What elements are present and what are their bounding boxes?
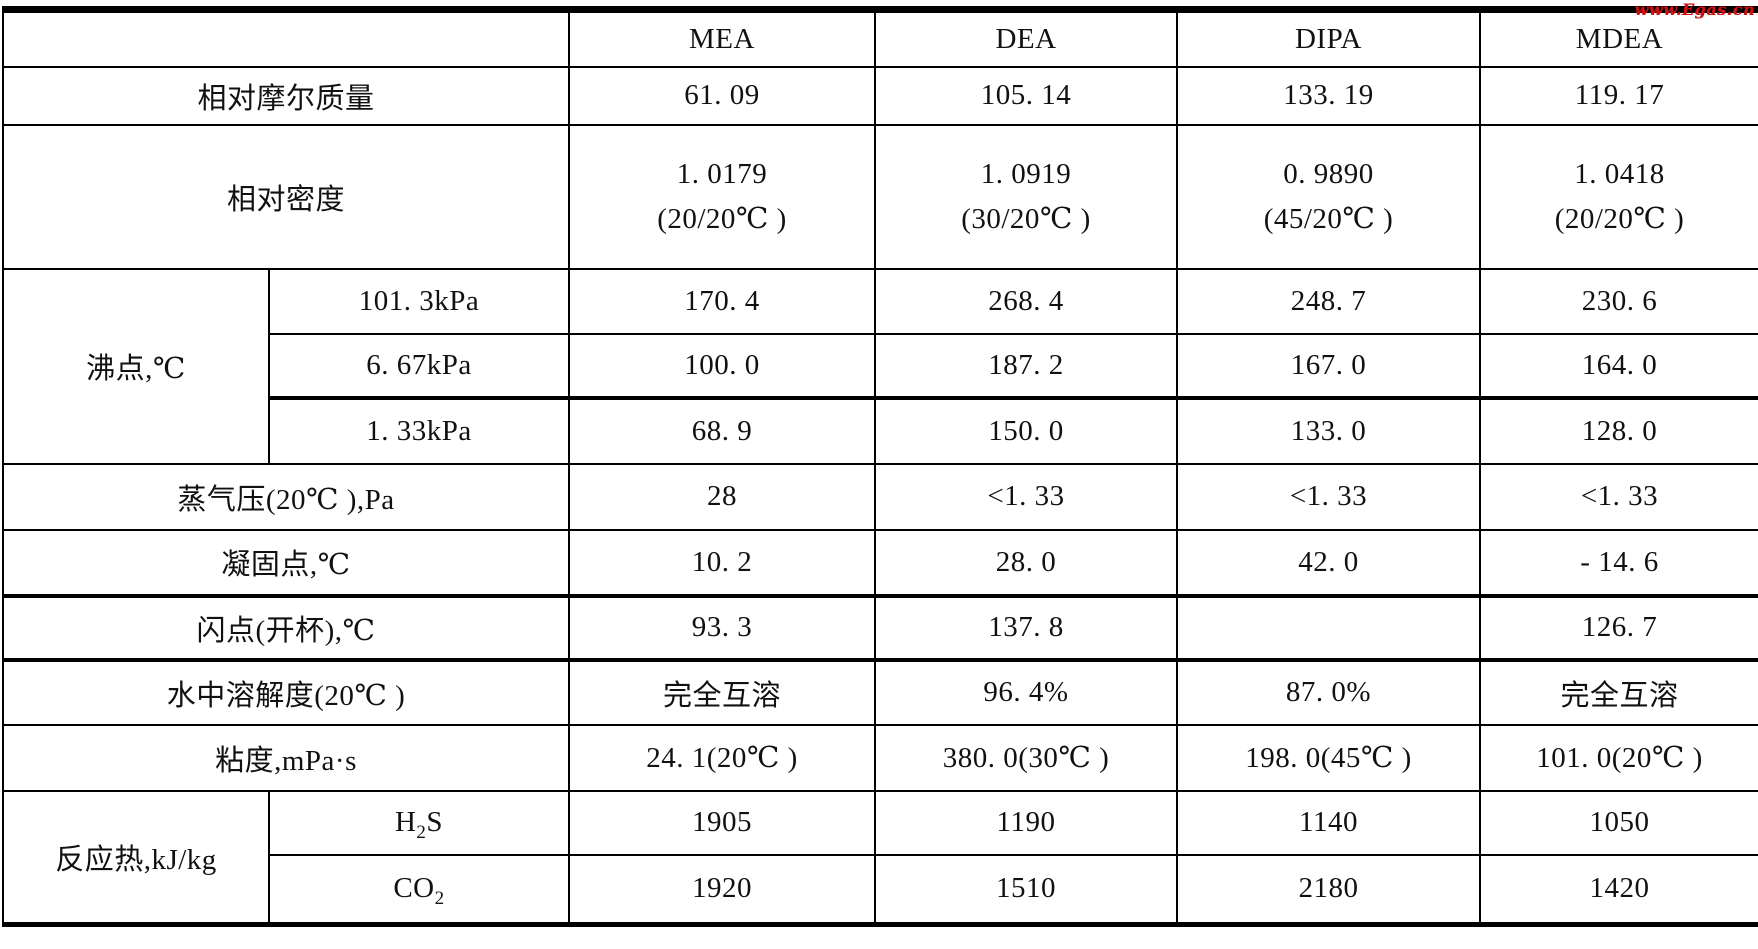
table-row: 6. 67kPa 100. 0 187. 2 167. 0 164. 0 (3, 332, 1758, 400)
formula-tail: S (426, 806, 444, 838)
value-cell: <1. 33 (874, 462, 1178, 531)
value-cell: 119. 17 (1479, 65, 1758, 126)
value-cell: 100. 0 (568, 332, 876, 400)
row-label-solubility: 水中溶解度(20℃ ) (2, 658, 570, 726)
value-cell: 380. 0(30℃ ) (874, 723, 1178, 792)
value-cell: 198. 0(45℃ ) (1176, 723, 1481, 792)
value-cell: 1. 0418 (20/20℃ ) (1479, 123, 1758, 270)
sub-condition-cell-co2: CO2 (268, 853, 570, 926)
value-cell: 126. 7 (1479, 594, 1758, 662)
row-label-reaction-heat: 反应热,kJ/kg (2, 789, 270, 926)
value-cell: 28 (568, 462, 876, 531)
value-cell: 105. 14 (874, 65, 1178, 126)
value-cell: 24. 1(20℃ ) (568, 723, 876, 792)
table-row: 1. 33kPa 68. 9 150. 0 133. 0 128. 0 (3, 396, 1758, 465)
formula-base: H (394, 806, 417, 838)
row-label-boiling-point: 沸点,℃ (2, 267, 270, 465)
column-header-dipa: DIPA (1176, 8, 1481, 68)
value-cell: 87. 0% (1176, 658, 1481, 726)
value-cell: 1. 0919 (30/20℃ ) (874, 123, 1178, 270)
formula-base: CO (393, 872, 435, 905)
value-cell: 1140 (1176, 789, 1481, 856)
value-cell: 完全互溶 (568, 658, 876, 726)
row-label-flash-point: 闪点(开杯),℃ (2, 594, 570, 662)
value-cell: 133. 0 (1176, 396, 1481, 465)
value-cell: 28. 0 (874, 528, 1178, 598)
table-header-row: MEA DEA DIPA MDEA (2, 8, 1758, 68)
value-cell: 1. 0179 (20/20℃ ) (568, 123, 876, 270)
value-cell: 137. 8 (874, 594, 1178, 662)
value-cell: 93. 3 (568, 594, 876, 662)
value-cell: 167. 0 (1176, 332, 1481, 400)
value-cell: 128. 0 (1479, 396, 1758, 465)
corner-cell (2, 8, 570, 68)
table-row: 粘度,mPa·s 24. 1(20℃ ) 380. 0(30℃ ) 198. 0… (2, 723, 1758, 792)
value-cell: 150. 0 (874, 396, 1178, 465)
value-cell: 10. 2 (568, 528, 876, 598)
row-label-viscosity: 粘度,mPa·s (2, 723, 570, 792)
row-label-density: 相对密度 (2, 123, 570, 270)
value-cell: 61. 09 (568, 65, 876, 126)
value-cell: 2180 (1176, 853, 1481, 926)
value-cell: 68. 9 (568, 396, 876, 465)
value-cell: 164. 0 (1479, 332, 1758, 400)
sub-condition-cell: 1. 33kPa (268, 396, 570, 465)
value-cell: <1. 33 (1176, 462, 1481, 531)
value-cell: - 14. 6 (1479, 528, 1758, 598)
value-cell: 42. 0 (1176, 528, 1481, 598)
value-cell: 1510 (874, 853, 1178, 926)
value-cell: 133. 19 (1176, 65, 1481, 126)
value-cell: 230. 6 (1479, 267, 1758, 335)
formula-subscript: 2 (416, 821, 427, 843)
table-row: 闪点(开杯),℃ 93. 3 137. 8 126. 7 (2, 594, 1758, 662)
row-label-molar-mass: 相对摩尔质量 (2, 65, 570, 126)
sub-condition-cell: 6. 67kPa (268, 332, 570, 400)
watermark-text: www.Egas.cn (1634, 0, 1755, 19)
formula-subscript: 2 (434, 888, 445, 910)
row-label-freezing-point: 凝固点,℃ (2, 528, 570, 598)
value-cell: 0. 9890 (45/20℃ ) (1176, 123, 1481, 270)
table-row: 水中溶解度(20℃ ) 完全互溶 96. 4% 87. 0% 完全互溶 (2, 658, 1758, 726)
value-cell (1176, 594, 1481, 662)
value-cell: 268. 4 (874, 267, 1178, 335)
table-row: 反应热,kJ/kg H2S 1905 1190 1140 1050 (2, 789, 1758, 926)
row-label-vapor-pressure: 蒸气压(20℃ ),Pa (2, 462, 570, 531)
value-cell: 1920 (568, 853, 876, 926)
value-cell: 1420 (1479, 853, 1758, 926)
amine-properties-table: MEA DEA DIPA MDEA 相对摩尔质量 61. 09 105. 14 … (2, 6, 1758, 927)
value-cell: 1190 (874, 789, 1178, 856)
value-cell: 96. 4% (874, 658, 1178, 726)
table-row: 沸点,℃ 101. 3kPa 170. 4 268. 4 248. 7 230.… (2, 267, 1758, 465)
value-cell: 完全互溶 (1479, 658, 1758, 726)
column-header-mea: MEA (568, 8, 876, 68)
value-cell: 1050 (1479, 789, 1758, 856)
value-cell: <1. 33 (1479, 462, 1758, 531)
value-cell: 101. 0(20℃ ) (1479, 723, 1758, 792)
value-cell: 248. 7 (1176, 267, 1481, 335)
sub-condition-cell-h2s: H2S (268, 789, 570, 856)
column-header-dea: DEA (874, 8, 1178, 68)
value-cell: 187. 2 (874, 332, 1178, 400)
table-row: 相对密度 1. 0179 (20/20℃ ) 1. 0919 (30/20℃ )… (2, 123, 1758, 270)
table-row: CO2 1920 1510 2180 1420 (3, 853, 1758, 926)
sub-condition-cell: 101. 3kPa (268, 267, 570, 335)
table-row: 相对摩尔质量 61. 09 105. 14 133. 19 119. 17 (2, 65, 1758, 126)
value-cell: 1905 (568, 789, 876, 856)
table-row: 凝固点,℃ 10. 2 28. 0 42. 0 - 14. 6 (2, 528, 1758, 598)
table-row: 蒸气压(20℃ ),Pa 28 <1. 33 <1. 33 <1. 33 (2, 462, 1758, 531)
value-cell: 170. 4 (568, 267, 876, 335)
column-header-mdea: MDEA (1479, 8, 1758, 68)
